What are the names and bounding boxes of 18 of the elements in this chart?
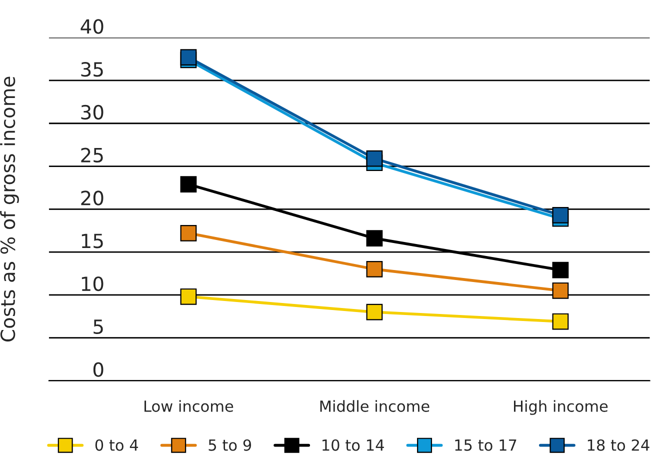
y-axis-title: Costs as % of gross income — [0, 76, 19, 342]
y-tick-label: 30 — [81, 104, 104, 120]
x-tick-label: Low income — [144, 400, 234, 412]
legend-label: 0 to 4 — [95, 439, 138, 451]
legend-label: 10 to 14 — [322, 439, 384, 451]
y-tick-label: 20 — [81, 190, 104, 206]
y-tick-label: 40 — [80, 19, 104, 34]
y-tick-label: 25 — [81, 148, 103, 162]
x-tick-label: Middle income — [320, 400, 430, 412]
legend-label: 5 to 9 — [208, 439, 252, 451]
legend-label: 15 to 17 — [455, 440, 516, 451]
y-tick-label: 35 — [81, 62, 103, 77]
y-tick-label: 10 — [82, 276, 104, 292]
y-tick-label: 15 — [82, 234, 103, 248]
x-tick-label: High income — [514, 400, 608, 415]
legend-label: 18 to 24 — [588, 439, 650, 451]
y-tick-label: 0 — [93, 362, 104, 377]
y-tick-label: 5 — [94, 320, 103, 334]
